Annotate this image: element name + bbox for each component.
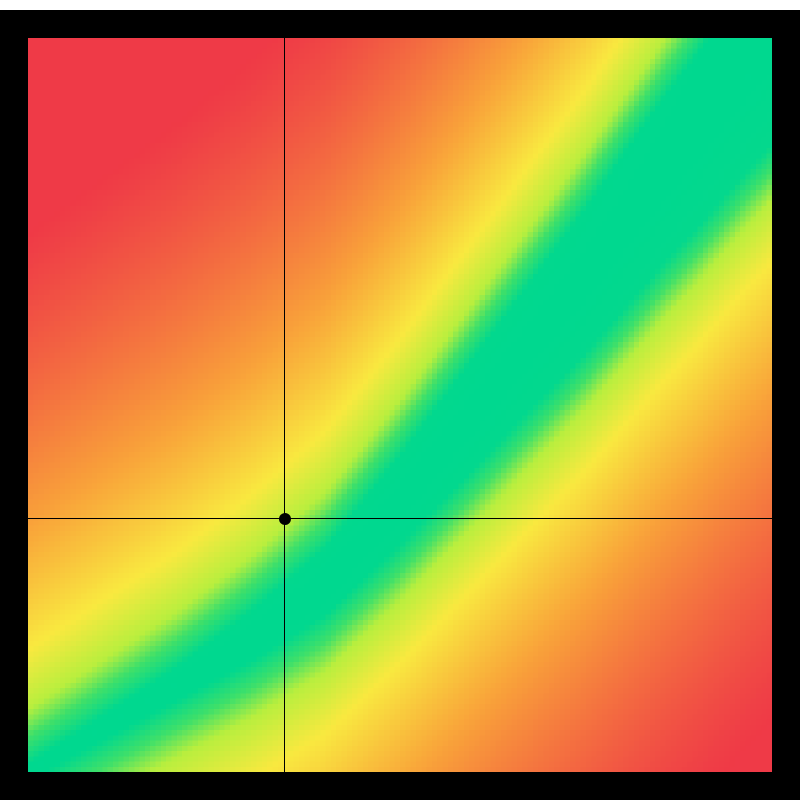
crosshair-marker xyxy=(279,513,291,525)
crosshair-vertical xyxy=(284,38,285,772)
chart-container: TheBottleneck.com xyxy=(0,0,800,800)
heatmap-canvas xyxy=(28,38,772,772)
heatmap-area xyxy=(28,38,772,772)
crosshair-horizontal xyxy=(28,518,772,519)
